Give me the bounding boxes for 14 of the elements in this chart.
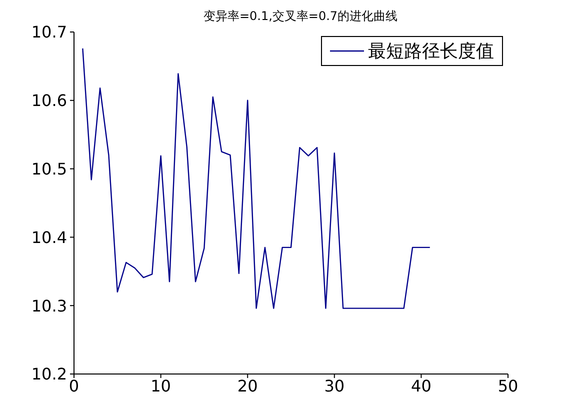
x-tick-label: 10 xyxy=(150,376,171,396)
x-tick-label: 20 xyxy=(237,376,258,396)
legend-label: 最短路径长度值 xyxy=(368,40,494,63)
y-tick-label: 10.2 xyxy=(31,364,67,384)
y-tick-label: 10.4 xyxy=(31,228,67,247)
y-tick-label: 10.6 xyxy=(31,91,67,110)
chart-title: 变异率=0.1,交叉率=0.7的进化曲线 xyxy=(202,8,399,24)
y-tick-label: 10.3 xyxy=(31,296,67,316)
y-tick-label: 10.5 xyxy=(31,159,67,178)
x-tick-label: 30 xyxy=(324,376,345,396)
y-tick-label: 10.7 xyxy=(31,22,67,42)
x-tick-label: 0 xyxy=(68,376,80,396)
x-tick-label: 40 xyxy=(411,376,432,396)
x-tick-label: 50 xyxy=(498,376,518,396)
